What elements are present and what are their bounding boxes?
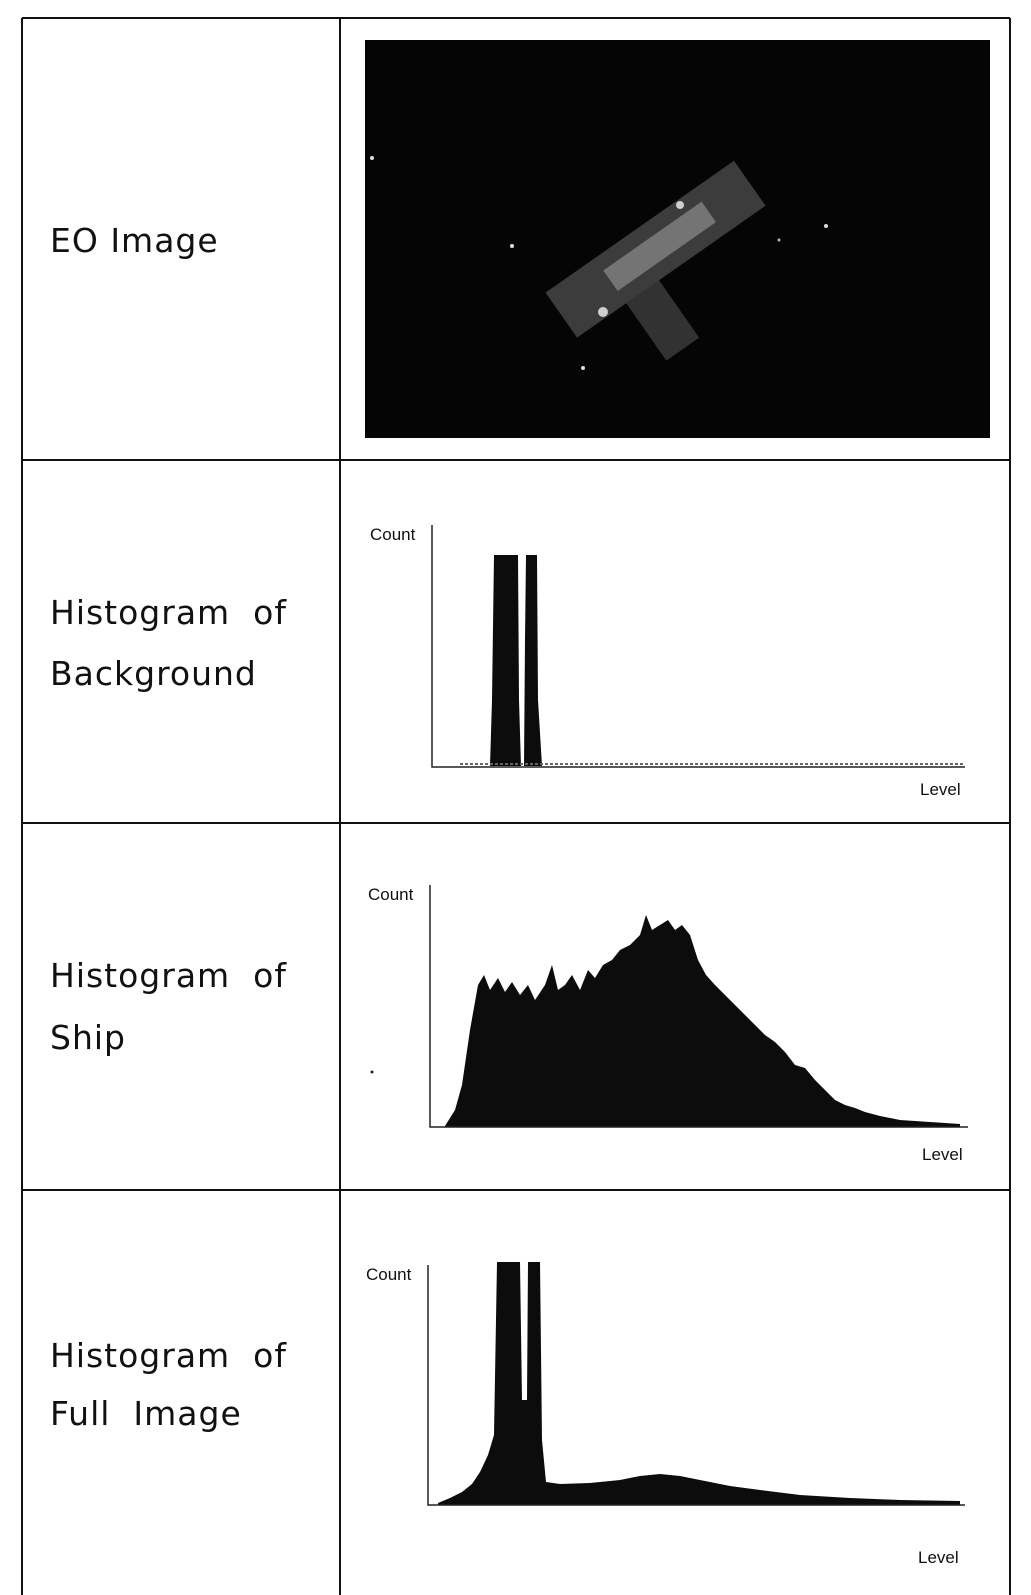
- page: {"rows": [ {"label_lines": ["EO Image"]}…: [0, 0, 1031, 1595]
- y-axis-label: Count: [366, 1265, 412, 1284]
- y-axis-label: Count: [370, 525, 416, 544]
- histogram-background: Count Level: [370, 525, 965, 799]
- row-label: EO Image: [50, 221, 219, 260]
- figure-table: EO Image Histogram of Background Histogr…: [0, 0, 1031, 1595]
- row-label: Histogram of: [50, 1336, 287, 1375]
- row-label: Histogram of: [50, 593, 287, 632]
- x-axis-label: Level: [920, 780, 961, 799]
- row-label: Ship: [50, 1018, 126, 1057]
- row-label: Full Image: [50, 1394, 242, 1433]
- y-axis-label: Count: [368, 885, 414, 904]
- x-axis-label: Level: [918, 1548, 959, 1567]
- histogram-ship: Count Level: [368, 885, 968, 1164]
- row-label: Background: [50, 654, 257, 693]
- row-label: Histogram of: [50, 956, 287, 995]
- eo-image: [365, 40, 990, 438]
- x-axis-label: Level: [922, 1145, 963, 1164]
- histogram-full-image: Count Level: [366, 1262, 965, 1567]
